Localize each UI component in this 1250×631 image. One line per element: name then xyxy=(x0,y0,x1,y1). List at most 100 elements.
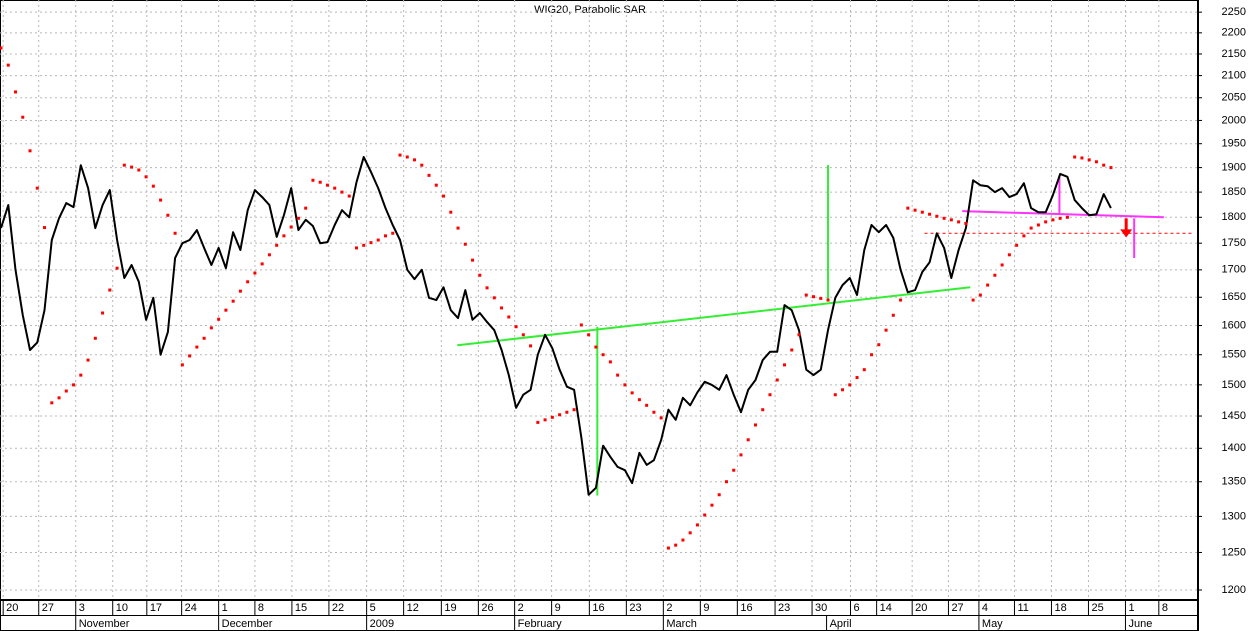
sar-dot xyxy=(732,468,736,472)
sar-dot xyxy=(819,296,823,300)
sar-dot xyxy=(761,408,765,412)
x-tick-label: 9 xyxy=(703,602,709,614)
sar-dot xyxy=(376,238,380,242)
sar-dot xyxy=(601,353,605,357)
x-tick-label: 20 xyxy=(915,602,927,614)
x-tick-label: 9 xyxy=(555,602,561,614)
x-tick-label: 17 xyxy=(150,602,162,614)
x-tick-label: 10 xyxy=(116,602,128,614)
sar-dot xyxy=(289,225,293,229)
sar-dot xyxy=(971,298,975,302)
sar-dot xyxy=(369,241,373,245)
x-tick-label: 1 xyxy=(222,602,228,614)
sar-dot xyxy=(318,180,322,184)
sar-dot xyxy=(0,46,3,50)
sar-dot xyxy=(579,323,583,327)
sar-dot xyxy=(500,306,504,310)
sar-dot xyxy=(1044,220,1048,224)
y-tick-label: 1300 xyxy=(1222,510,1246,522)
sar-dot xyxy=(797,333,801,337)
sar-dot xyxy=(543,418,547,422)
sar-dot xyxy=(202,336,206,340)
x-tick-label: 23 xyxy=(629,602,641,614)
sar-dot xyxy=(296,216,300,220)
sar-dot xyxy=(870,353,874,357)
month-label: December xyxy=(222,618,273,630)
month-label: February xyxy=(518,618,563,630)
sar-dot xyxy=(768,393,772,397)
sar-dot xyxy=(122,163,126,167)
sar-dot xyxy=(1000,263,1004,267)
x-tick-label: 16 xyxy=(740,602,752,614)
sar-dot xyxy=(282,234,286,238)
sar-dot xyxy=(151,184,155,188)
sar-dot xyxy=(398,153,402,157)
x-tick-label: 15 xyxy=(295,602,307,614)
sar-dot xyxy=(666,546,670,550)
sar-dot xyxy=(478,273,482,277)
sar-dot xyxy=(957,220,961,224)
sar-dot xyxy=(340,190,344,194)
sar-dot xyxy=(1036,223,1040,227)
sar-dot xyxy=(536,420,540,424)
sar-dot xyxy=(884,328,888,332)
sar-dot xyxy=(775,378,779,382)
sar-dot xyxy=(159,198,163,202)
month-label: November xyxy=(79,618,130,630)
y-tick-label: 2150 xyxy=(1222,48,1246,60)
sar-dot xyxy=(304,206,308,210)
sar-dot xyxy=(14,90,18,94)
y-tick-label: 2000 xyxy=(1222,114,1246,126)
x-tick-label: 8 xyxy=(1162,602,1168,614)
sar-dot xyxy=(630,391,634,395)
sar-dot xyxy=(645,403,649,407)
sar-dot xyxy=(594,345,598,349)
x-tick-label: 27 xyxy=(951,602,963,614)
x-tick-label: 5 xyxy=(370,602,376,614)
sar-dot xyxy=(79,373,83,377)
sar-dot xyxy=(507,315,511,319)
sar-dot xyxy=(993,273,997,277)
sar-dot xyxy=(949,218,953,222)
y-tick-label: 2200 xyxy=(1222,27,1246,39)
sar-dot xyxy=(238,289,242,293)
y-tick-label: 1950 xyxy=(1222,138,1246,150)
sar-dot xyxy=(180,363,184,367)
sar-dot xyxy=(616,373,620,377)
y-tick-label: 2250 xyxy=(1222,6,1246,18)
y-tick-label: 1650 xyxy=(1222,291,1246,303)
sar-dot xyxy=(391,231,395,235)
sar-dot xyxy=(101,311,105,315)
sar-dot xyxy=(637,398,641,402)
x-tick-label: 19 xyxy=(444,602,456,614)
sar-dot xyxy=(325,183,329,187)
x-tick-label: 16 xyxy=(592,602,604,614)
x-tick-label: 24 xyxy=(185,602,197,614)
sar-dot xyxy=(1029,226,1033,230)
y-tick-label: 1200 xyxy=(1222,584,1246,596)
y-tick-label: 1550 xyxy=(1222,349,1246,361)
sar-dot xyxy=(841,388,845,392)
plot-frame xyxy=(0,0,1198,600)
x-tick-label: 11 xyxy=(1017,602,1028,614)
sar-dot xyxy=(43,226,47,230)
sar-dot xyxy=(115,266,119,270)
sar-dot xyxy=(913,208,917,212)
price-line xyxy=(0,156,1112,496)
x-tick-label: 8 xyxy=(258,602,264,614)
sar-dot xyxy=(695,523,699,527)
sar-dot xyxy=(166,213,170,217)
sar-dot xyxy=(753,423,757,427)
sar-dot xyxy=(28,149,32,153)
sar-dot xyxy=(108,288,112,292)
sar-dot xyxy=(188,354,192,358)
sar-dot xyxy=(1094,160,1098,164)
sar-dot xyxy=(1080,156,1084,160)
sar-dot xyxy=(891,313,895,317)
sar-dot xyxy=(1109,166,1113,170)
sar-dot xyxy=(57,396,61,400)
sar-dot xyxy=(565,410,569,414)
sar-dot xyxy=(710,503,714,507)
y-tick-label: 1700 xyxy=(1222,264,1246,276)
sar-dot xyxy=(333,186,337,190)
